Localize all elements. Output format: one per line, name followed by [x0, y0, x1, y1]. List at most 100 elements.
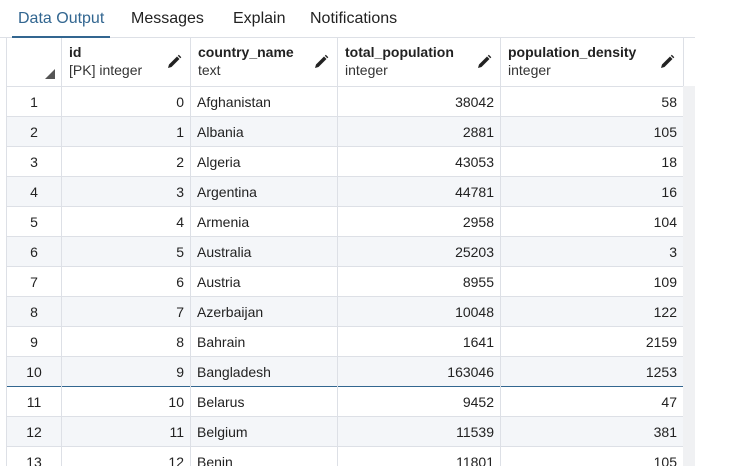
cell-country-name[interactable]: Belarus [191, 387, 338, 417]
tab-data-output[interactable]: Data Output [12, 0, 111, 38]
cell-population-density[interactable]: 105 [501, 117, 684, 147]
cell-id[interactable]: 11 [62, 417, 191, 447]
column-header-country-name[interactable]: country_name text [191, 38, 338, 86]
column-header-id[interactable]: id [PK] integer [62, 38, 191, 86]
cell-country-name[interactable]: Afghanistan [191, 87, 338, 117]
pencil-icon[interactable] [659, 54, 675, 70]
cell-id[interactable]: 1 [62, 117, 191, 147]
select-all-corner[interactable] [7, 38, 62, 86]
cell-total-population[interactable]: 11801 [338, 447, 501, 466]
cell-total-population[interactable]: 9452 [338, 387, 501, 417]
column-type: text [198, 62, 221, 78]
cell-country-name[interactable]: Albania [191, 117, 338, 147]
cell-id[interactable]: 3 [62, 177, 191, 207]
cell-total-population[interactable]: 163046 [338, 357, 501, 387]
tab-messages[interactable]: Messages [131, 10, 204, 27]
vertical-scrollbar[interactable] [683, 86, 695, 466]
row-number-cell[interactable]: 7 [7, 267, 62, 297]
cell-country-name[interactable]: Australia [191, 237, 338, 267]
tab-notifications[interactable]: Notifications [310, 10, 398, 27]
cell-population-density[interactable]: 122 [501, 297, 684, 327]
table-row[interactable]: 10 9 Bangladesh 163046 1253 [7, 357, 684, 387]
column-header-total-population[interactable]: total_population integer [338, 38, 501, 86]
cell-id[interactable]: 7 [62, 297, 191, 327]
column-type: integer [508, 62, 551, 78]
table-row[interactable]: 5 4 Armenia 2958 104 [7, 207, 684, 237]
table-row[interactable]: 9 8 Bahrain 1641 2159 [7, 327, 684, 357]
cell-country-name[interactable]: Benin [191, 447, 338, 466]
cell-population-density[interactable]: 105 [501, 447, 684, 466]
cell-country-name[interactable]: Azerbaijan [191, 297, 338, 327]
tab-explain[interactable]: Explain [233, 10, 286, 27]
row-number-cell[interactable]: 1 [7, 87, 62, 117]
cell-id[interactable]: 6 [62, 267, 191, 297]
cell-population-density[interactable]: 47 [501, 387, 684, 417]
column-name: id [69, 44, 82, 60]
cell-total-population[interactable]: 25203 [338, 237, 501, 267]
cell-id[interactable]: 0 [62, 87, 191, 117]
cell-id[interactable]: 8 [62, 327, 191, 357]
cell-total-population[interactable]: 11539 [338, 417, 501, 447]
column-name: country_name [198, 44, 294, 60]
cell-population-density[interactable]: 109 [501, 267, 684, 297]
table-row[interactable]: 8 7 Azerbaijan 10048 122 [7, 297, 684, 327]
cell-id[interactable]: 5 [62, 237, 191, 267]
cell-total-population[interactable]: 10048 [338, 297, 501, 327]
row-number-cell[interactable]: 8 [7, 297, 62, 327]
cell-population-density[interactable]: 104 [501, 207, 684, 237]
cell-population-density[interactable]: 381 [501, 417, 684, 447]
cell-total-population[interactable]: 1641 [338, 327, 501, 357]
table-row[interactable]: 12 11 Belgium 11539 381 [7, 417, 684, 447]
cell-total-population[interactable]: 2881 [338, 117, 501, 147]
table-row[interactable]: 4 3 Argentina 44781 16 [7, 177, 684, 207]
cell-country-name[interactable]: Austria [191, 267, 338, 297]
cell-country-name[interactable]: Algeria [191, 147, 338, 177]
cell-country-name[interactable]: Bahrain [191, 327, 338, 357]
row-number-cell[interactable]: 9 [7, 327, 62, 357]
cell-total-population[interactable]: 8955 [338, 267, 501, 297]
cell-population-density[interactable]: 58 [501, 87, 684, 117]
pencil-icon[interactable] [166, 54, 182, 70]
column-header-population-density[interactable]: population_density integer [501, 38, 684, 86]
table-row[interactable]: 3 2 Algeria 43053 18 [7, 147, 684, 177]
cell-id[interactable]: 4 [62, 207, 191, 237]
pencil-icon[interactable] [476, 54, 492, 70]
cell-total-population[interactable]: 43053 [338, 147, 501, 177]
column-name: total_population [345, 44, 454, 60]
row-number-cell[interactable]: 13 [7, 447, 62, 466]
column-type: integer [345, 62, 388, 78]
row-number-cell[interactable]: 12 [7, 417, 62, 447]
table-row[interactable]: 13 12 Benin 11801 105 [7, 447, 684, 466]
table-row[interactable]: 2 1 Albania 2881 105 [7, 117, 684, 147]
column-type: [PK] integer [69, 62, 143, 78]
cell-total-population[interactable]: 2958 [338, 207, 501, 237]
cell-country-name[interactable]: Belgium [191, 417, 338, 447]
cell-population-density[interactable]: 3 [501, 237, 684, 267]
cell-id[interactable]: 10 [62, 387, 191, 417]
cell-population-density[interactable]: 16 [501, 177, 684, 207]
table-row[interactable]: 7 6 Austria 8955 109 [7, 267, 684, 297]
cell-population-density[interactable]: 2159 [501, 327, 684, 357]
row-number-cell[interactable]: 3 [7, 147, 62, 177]
row-number-cell[interactable]: 6 [7, 237, 62, 267]
row-number-cell[interactable]: 10 [7, 357, 62, 387]
cell-country-name[interactable]: Armenia [191, 207, 338, 237]
table-row[interactable]: 1 0 Afghanistan 38042 58 [7, 87, 684, 117]
table-row[interactable]: 6 5 Australia 25203 3 [7, 237, 684, 267]
pencil-icon[interactable] [313, 54, 329, 70]
cell-population-density[interactable]: 1253 [501, 357, 684, 387]
cell-id[interactable]: 9 [62, 357, 191, 387]
cell-population-density[interactable]: 18 [501, 147, 684, 177]
cell-country-name[interactable]: Argentina [191, 177, 338, 207]
table-row[interactable]: 11 10 Belarus 9452 47 [7, 387, 684, 417]
cell-country-name[interactable]: Bangladesh [191, 357, 338, 387]
row-number-cell[interactable]: 5 [7, 207, 62, 237]
row-number-cell[interactable]: 4 [7, 177, 62, 207]
cell-total-population[interactable]: 38042 [338, 87, 501, 117]
row-number-cell[interactable]: 2 [7, 117, 62, 147]
row-number-cell[interactable]: 11 [7, 387, 62, 417]
cell-id[interactable]: 2 [62, 147, 191, 177]
cell-id[interactable]: 12 [62, 447, 191, 466]
cell-total-population[interactable]: 44781 [338, 177, 501, 207]
